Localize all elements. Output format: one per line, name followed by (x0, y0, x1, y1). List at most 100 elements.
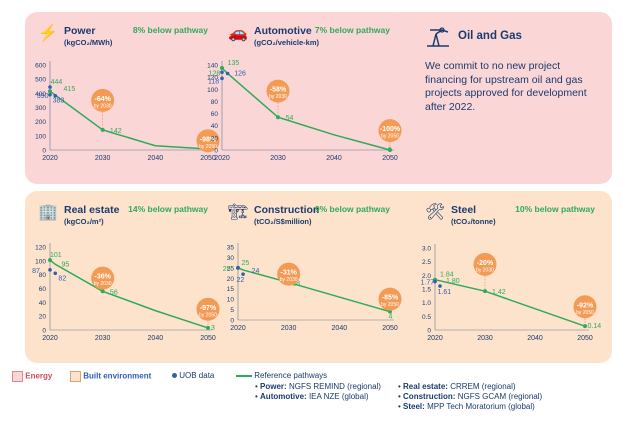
y-tick-label: 300 (35, 105, 46, 112)
x-tick-label: 2020 (214, 155, 230, 162)
reduction-bubble (266, 79, 290, 103)
legend-reference: Reference pathways (236, 371, 327, 380)
y-tick-label: 20 (39, 314, 47, 321)
reduction-percent: -36% (94, 274, 111, 281)
reduction-subtitle: by 2030 (94, 103, 112, 109)
y-tick-label: 40 (39, 300, 47, 307)
oil-gas-text: We commit to no new project financing fo… (425, 60, 587, 113)
data-label: 25 (223, 266, 231, 273)
data-label: 25 (242, 260, 250, 267)
data-label: 4 (388, 314, 392, 321)
y-tick-label: 25 (227, 265, 235, 272)
y-tick-label: 60 (39, 286, 47, 293)
pathway-label: 9% below pathway (315, 204, 390, 214)
data-label: 82 (58, 275, 66, 282)
power-tower-icon: ⚡ (38, 23, 58, 42)
y-tick-label: 1.0 (422, 300, 431, 307)
data-label: 3 (211, 325, 215, 332)
x-tick-label: 2050 (200, 155, 216, 162)
uob-data-point (48, 92, 52, 97)
building-icon: 🏢 (38, 204, 58, 221)
reduction-subtitle: by 2050 (199, 144, 217, 150)
y-tick-label: 40 (211, 123, 219, 130)
y-tick-label: 80 (211, 99, 219, 106)
reduction-subtitle: by 2030 (280, 277, 298, 283)
data-label: 24 (252, 268, 260, 275)
reduction-bubble (196, 129, 220, 153)
reduction-percent: -85% (382, 295, 399, 302)
legend-built-label: Built environment (83, 371, 152, 381)
y-tick-label: 120 (35, 245, 46, 252)
data-label: 126 (234, 71, 246, 78)
y-tick-label: 100 (207, 87, 218, 94)
pathway-point (48, 258, 52, 263)
reduction-bubble (378, 119, 402, 143)
reduction-bubble (573, 295, 597, 319)
uob-data-point (236, 266, 240, 270)
data-label: 95 (62, 261, 70, 268)
y-tick-label: 2.0 (422, 273, 431, 280)
chart-unit: (gCO₂/vehicle-km) (254, 38, 320, 47)
chart-title: Construction (254, 204, 319, 216)
legend-ref-power: • Power: NGFS REMIND (regional) (255, 382, 381, 391)
data-label: 1.84 (440, 272, 454, 279)
y-tick-label: 120 (207, 75, 218, 82)
data-label: 22 (236, 277, 244, 284)
data-label: 87 (32, 268, 40, 275)
reduction-subtitle: by 2030 (94, 281, 112, 287)
x-tick-label: 2040 (326, 155, 342, 162)
reduction-bubble (378, 287, 402, 311)
data-label: 1.77 (421, 280, 435, 287)
reduction-percent: -64% (94, 96, 111, 103)
reduction-bubble (473, 252, 497, 276)
x-tick-label: 2020 (230, 325, 246, 332)
reduction-percent: -97% (200, 305, 217, 312)
x-tick-label: 2050 (577, 335, 593, 342)
y-tick-label: 80 (39, 272, 47, 279)
reduction-percent: -31% (280, 270, 297, 277)
tools-icon: 🛠 (425, 203, 445, 221)
chart-title: Steel (451, 204, 476, 216)
y-tick-label: 20 (211, 135, 219, 142)
uob-data-point (241, 272, 245, 276)
x-tick-label: 2030 (477, 335, 493, 342)
x-tick-label: 2040 (527, 335, 543, 342)
y-tick-label: 0 (214, 148, 218, 155)
y-tick-label: 400 (35, 91, 46, 98)
x-tick-label: 2030 (270, 155, 286, 162)
y-tick-label: 30 (227, 255, 235, 262)
data-label: 118 (208, 78, 219, 85)
pathway-label: 14% below pathway (128, 204, 208, 214)
data-label: 128 (209, 70, 221, 77)
reduction-bubble (91, 88, 115, 112)
y-tick-label: 100 (35, 258, 46, 265)
chart-title: Real estate (64, 204, 120, 216)
pathway-point (583, 324, 587, 329)
y-tick-label: 0 (427, 328, 431, 335)
y-tick-label: 200 (35, 119, 46, 126)
pathway-label: 8% below pathway (133, 25, 208, 35)
reduction-percent: -58% (270, 87, 287, 94)
pathway-point (276, 115, 280, 120)
reduction-subtitle: by 2030 (476, 267, 494, 273)
x-tick-label: 2030 (281, 325, 297, 332)
legend-built: Built environment (70, 371, 151, 382)
legend-refs-col1: • Power: NGFS REMIND (regional) • Automo… (255, 382, 381, 402)
pathway-point (100, 127, 105, 132)
legend-ref-automotive: • Automotive: IEA NZE (global) (255, 392, 369, 401)
x-tick-label: 2050 (200, 335, 216, 342)
chart-title: Automotive (254, 25, 312, 37)
y-tick-label: 140 (207, 63, 218, 70)
x-tick-label: 2050 (382, 325, 398, 332)
pathway-point (206, 325, 210, 330)
reduction-subtitle: by 2050 (576, 310, 594, 316)
y-tick-label: 10 (227, 297, 235, 304)
y-tick-label: 3.0 (422, 246, 431, 253)
reduction-percent: -98% (200, 136, 217, 143)
data-label: 1.80 (446, 278, 460, 285)
data-label: 415 (64, 86, 76, 93)
reduction-subtitle: by 2050 (381, 302, 399, 308)
legend-energy-label: Energy (25, 371, 53, 381)
data-label: 1.61 (438, 289, 452, 296)
data-label: 0.14 (588, 323, 602, 330)
